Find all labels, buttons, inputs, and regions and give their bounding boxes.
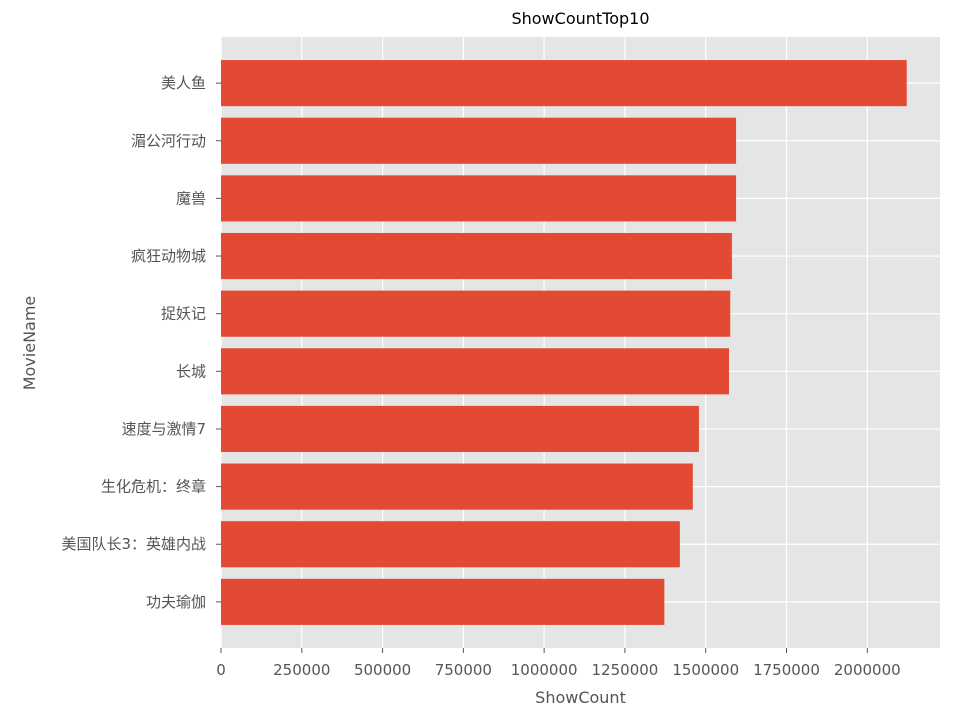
x-axis-ticks: 0 250000 500000 750000 1000000 1250000 1500000… [216,648,901,679]
y-tick-label: 生化危机：终章 [101,478,206,496]
x-tick-label: 0 [216,661,226,679]
bar-6 [221,348,729,395]
x-tick-label: 1250000 [592,661,659,679]
y-tick-label: 功夫瑜伽 [146,593,206,611]
bar-8 [221,463,693,510]
bar-4 [221,232,732,280]
x-tick-label: 2000000 [834,661,901,679]
x-tick-label: 1500000 [672,661,739,679]
chart-title: ShowCountTop10 [511,9,649,28]
y-tick-label: 美人鱼 [161,74,206,92]
y-tick-label: 速度与激情7 [121,420,206,438]
y-tick-label: 魔兽 [176,189,206,207]
y-tick-label: 长城 [176,362,206,380]
bar-9 [221,521,680,568]
bar-7 [221,405,699,453]
x-axis-label: ShowCount [535,688,626,707]
y-tick-label: 湄公河行动 [131,132,206,150]
bar-1 [221,60,907,107]
bar-2 [221,117,737,164]
x-tick-label: 1750000 [753,661,820,679]
bars [221,60,907,625]
y-axis-label: MovieName [20,296,39,391]
y-tick-label: 美国队长3：英雄内战 [61,535,206,553]
x-tick-label: 1000000 [511,661,578,679]
x-tick-label: 750000 [435,661,492,679]
bar-3 [221,175,737,222]
y-tick-label: 捉妖记 [161,305,206,323]
bar-5 [221,290,731,337]
x-tick-label: 500000 [354,661,411,679]
bar-10 [221,578,665,625]
y-tick-label: 疯狂动物城 [131,247,206,265]
x-tick-label: 250000 [273,661,330,679]
